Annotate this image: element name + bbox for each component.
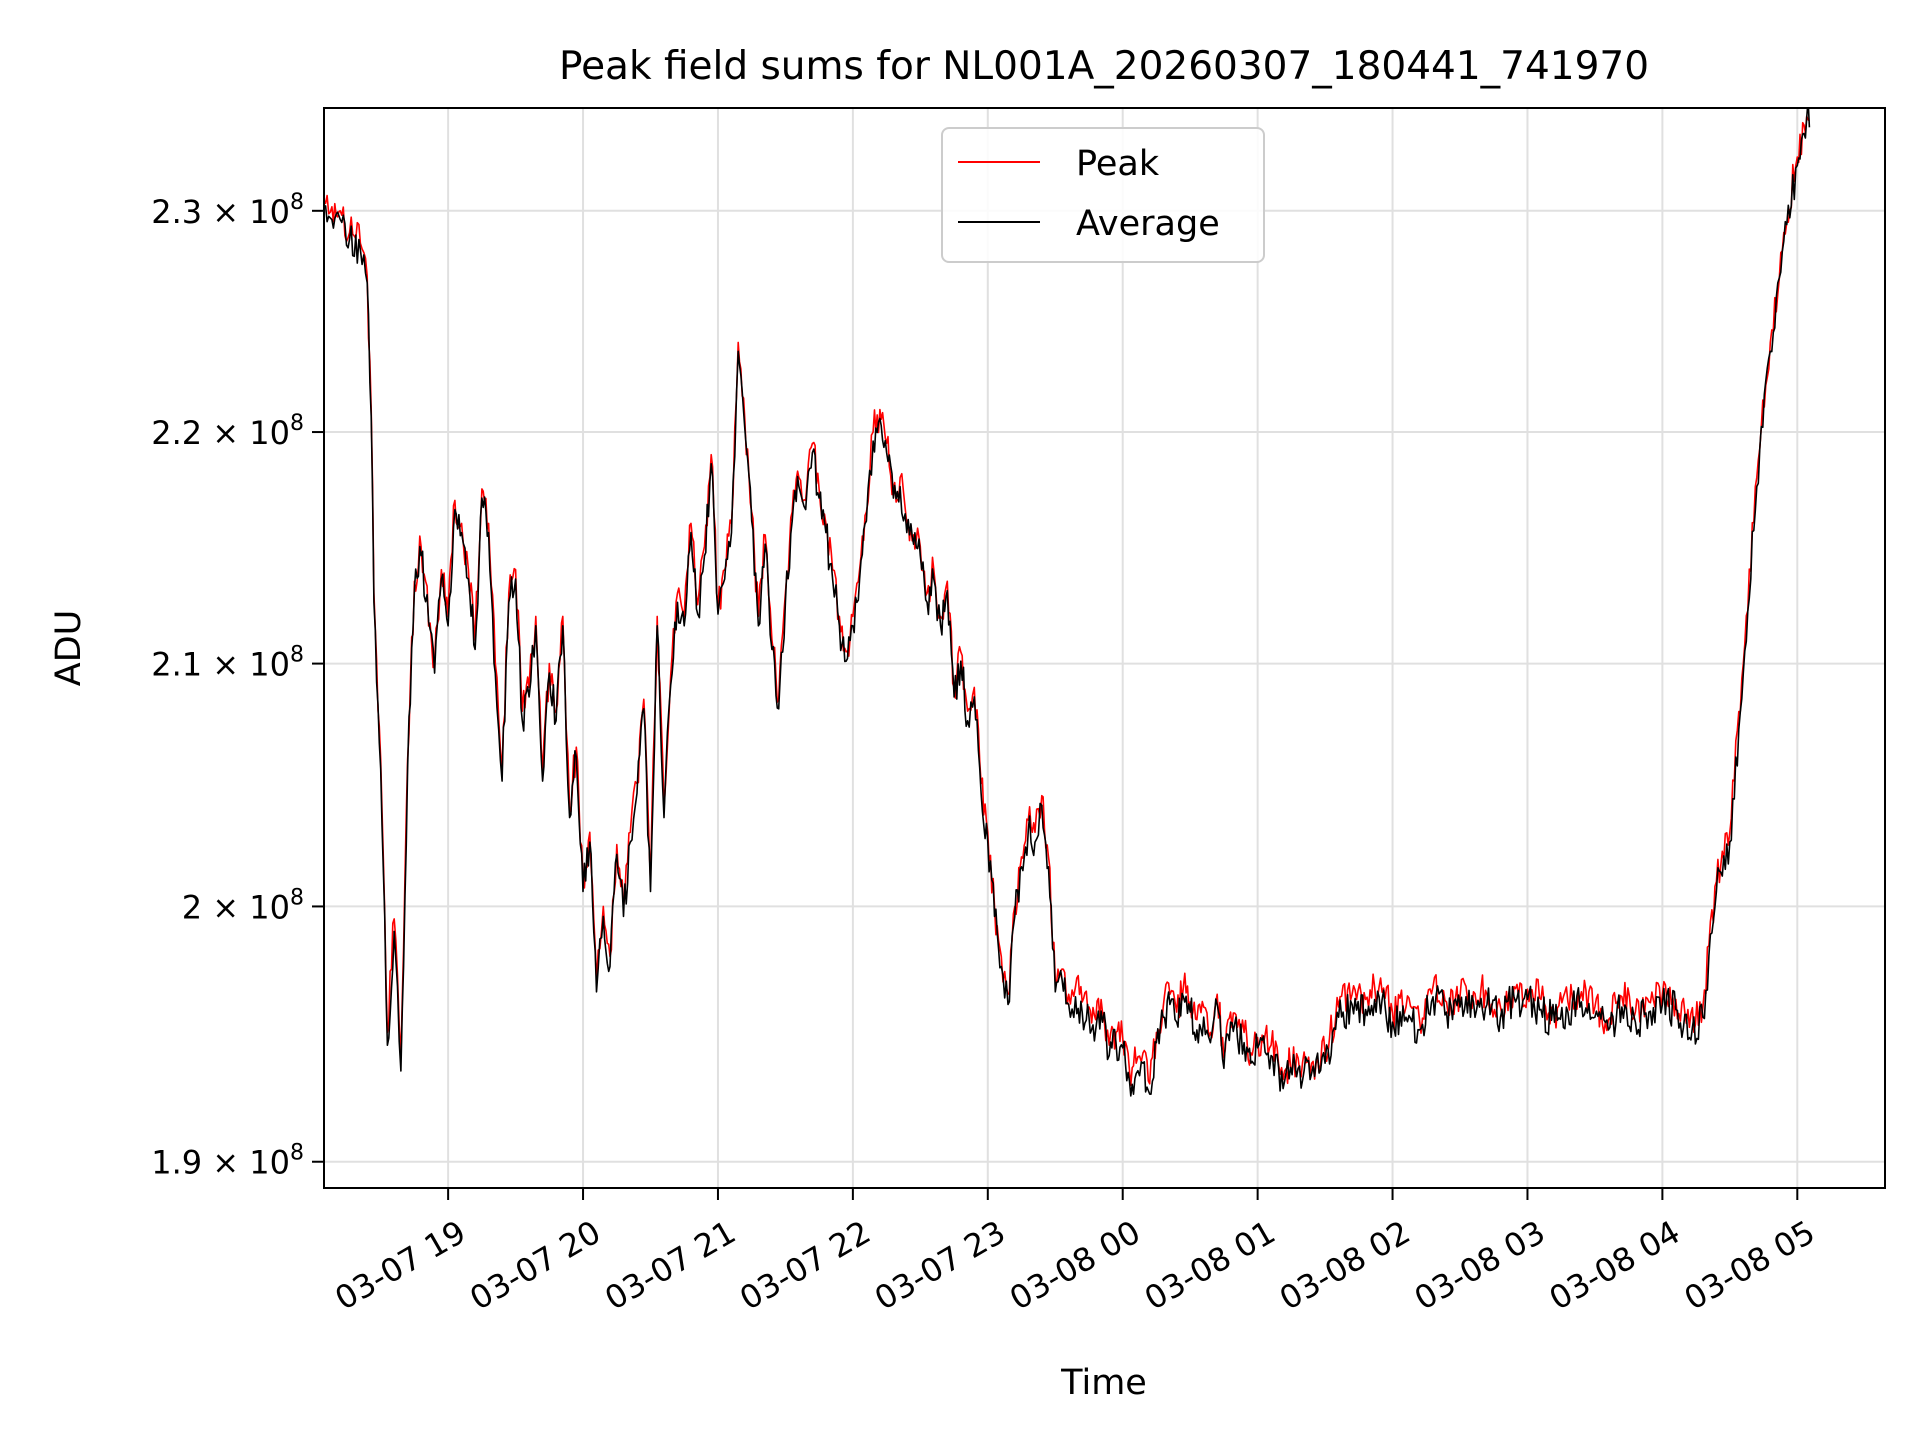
- grid-lines: [324, 108, 1885, 1188]
- y-tick-label: 2.1 × 108: [151, 643, 304, 684]
- series-line-average: [324, 108, 1811, 1097]
- legend-label-peak: Peak: [1076, 144, 1160, 184]
- y-tick-label: 2.3 × 108: [151, 190, 304, 231]
- x-axis-label: Time: [1060, 1363, 1147, 1403]
- chart-title: Peak field sums for NL001A_20260307_1804…: [559, 44, 1649, 89]
- y-tick-label: 2.2 × 108: [151, 411, 304, 452]
- legend: Peak Average: [941, 127, 1265, 263]
- y-tick-label: 1.9 × 108: [151, 1141, 304, 1182]
- series-layer: [324, 108, 1811, 1097]
- legend-label-average: Average: [1076, 204, 1220, 244]
- y-tick-label: 2 × 108: [182, 885, 304, 926]
- plot-frame: [323, 107, 1886, 1189]
- y-axis-label: ADU: [49, 610, 89, 687]
